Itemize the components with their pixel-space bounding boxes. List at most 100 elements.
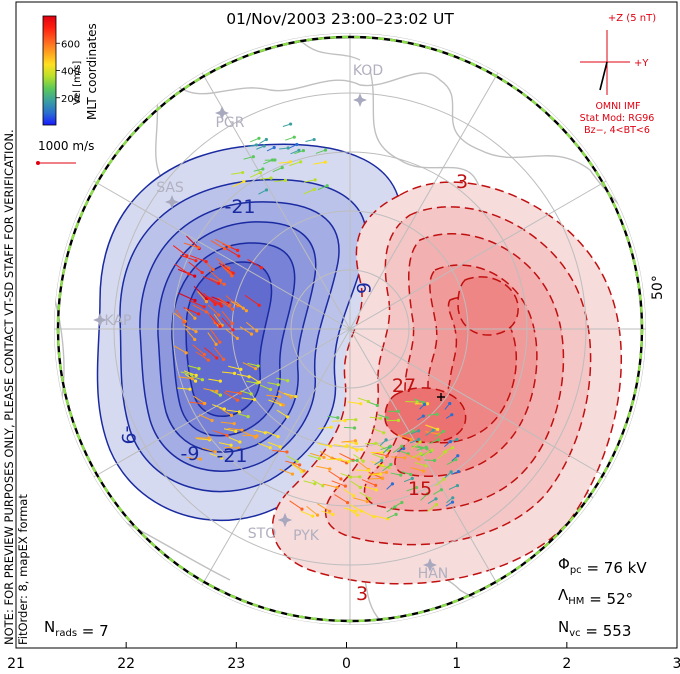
velocity-vector-origin <box>400 500 404 505</box>
velocity-vector-origin <box>354 441 359 446</box>
velocity-vector-origin <box>430 448 434 452</box>
velocity-vector-origin <box>374 441 378 445</box>
velocity-vector <box>232 181 245 188</box>
velocity-vector <box>187 365 200 370</box>
velocity-vector-origin <box>210 418 214 423</box>
velocity-vector <box>242 434 258 437</box>
velocity-vector <box>196 437 210 441</box>
velocity-vector-origin <box>218 340 222 344</box>
station-label: KAP <box>105 313 132 329</box>
meridian <box>89 328 351 480</box>
velocity-vector <box>382 464 392 472</box>
velocity-vector <box>203 388 217 392</box>
velocity-vector-origin <box>253 367 258 371</box>
velocity-vector-origin <box>367 496 372 501</box>
velocity-vector-origin <box>217 313 221 317</box>
velocity-vector <box>189 401 205 405</box>
velocity-vector-origin <box>193 298 197 303</box>
velocity-vector-origin <box>194 379 198 383</box>
velocity-vector <box>349 504 362 512</box>
velocity-vector <box>442 447 453 453</box>
latitude-label: 50° <box>650 275 666 300</box>
velocity-vector-origin <box>411 429 416 433</box>
velocity-vector-origin <box>312 137 316 142</box>
velocity-vector-origin <box>288 160 293 164</box>
velocity-vector-origin <box>339 477 343 481</box>
velocity-vector-origin <box>382 431 386 435</box>
velocity-vector <box>357 397 369 402</box>
imf-y-label: +Y <box>634 58 649 69</box>
velocity-vector-origin <box>237 254 241 258</box>
velocity-vector-origin <box>193 316 197 320</box>
velocity-vector <box>369 416 381 419</box>
velocity-vector-origin <box>455 437 459 442</box>
velocity-vector-origin <box>331 512 335 517</box>
velocity-vector-origin <box>218 278 223 283</box>
velocity-vector <box>183 324 197 333</box>
velocity-vector <box>248 375 260 383</box>
velocity-vector-origin <box>261 167 265 171</box>
velocity-vector-origin <box>355 458 359 462</box>
velocity-vector <box>178 292 196 301</box>
colorbar: 200 400 600 Vel [m/s] MLT coordinates <box>42 15 99 126</box>
contour-label: -21 <box>216 445 247 467</box>
velocity-vector-origin <box>294 394 298 399</box>
velocity-vector-origin <box>235 398 240 402</box>
station-label: PYK <box>293 528 320 544</box>
velocity-vector-origin <box>193 274 197 278</box>
velocity-vector-origin <box>422 402 427 407</box>
velocity-vector-origin <box>264 188 269 192</box>
velocity-vector-origin <box>285 450 289 454</box>
velocity-vector-origin <box>230 321 234 326</box>
imf-clock: +Z (5 nT) +Y OMNI IMF Stat Mod: RG96 Bz−… <box>580 13 657 136</box>
velocity-vector <box>334 443 347 447</box>
velocity-vector-origin <box>229 413 234 417</box>
velocity-vector <box>303 480 315 485</box>
velocity-vector-origin <box>442 477 446 481</box>
velocity-vector-origin <box>227 245 231 249</box>
velocity-vector-origin <box>272 145 276 150</box>
velocity-vector-origin <box>193 337 197 342</box>
velocity-vector <box>347 508 358 516</box>
velocity-vector <box>341 440 356 443</box>
velocity-vector <box>189 255 207 263</box>
velocity-vector-origin <box>200 270 204 275</box>
meridian <box>199 328 351 590</box>
mlt-tick-label: 1 <box>452 656 461 672</box>
velocity-vector <box>222 371 235 374</box>
velocity-vector <box>425 424 438 430</box>
velocity-vector-origin <box>328 509 332 513</box>
velocity-vector-origin <box>315 513 320 517</box>
velocity-vector-origin <box>353 439 358 443</box>
velocity-vector-origin <box>229 443 233 447</box>
velocity-vector <box>210 328 221 343</box>
velocity-vector <box>218 262 234 274</box>
velocity-vector-origin <box>424 464 428 468</box>
velocity-vector <box>393 445 403 454</box>
velocity-vector-origin <box>198 457 202 461</box>
velocity-vector <box>313 161 326 165</box>
velocity-vector <box>175 309 185 323</box>
velocity-vector <box>259 384 271 390</box>
velocity-vector-origin <box>231 328 235 332</box>
velocity-vector <box>317 442 331 447</box>
velocity-vector-origin <box>400 444 404 448</box>
velocity-vector-origin <box>277 395 282 399</box>
station-marker <box>93 313 107 327</box>
velocity-vector <box>414 398 424 403</box>
velocity-vector <box>265 431 279 438</box>
contour-labels: -21 -9 -9 -21 6 3 27 15 3 <box>117 171 468 605</box>
velocity-vector-origin <box>322 455 326 459</box>
contour-label: -9 <box>117 426 139 445</box>
station-label: SAS <box>156 180 184 196</box>
velocity-vector-origin <box>214 342 218 346</box>
velocity-vector-origin <box>197 367 201 371</box>
stat-nrads-label: N <box>44 618 55 636</box>
velocity-vector <box>178 376 193 380</box>
velocity-vector <box>266 394 280 398</box>
velocity-vector-origin <box>352 426 357 430</box>
velocity-vector <box>300 510 313 517</box>
velocity-vector <box>216 258 230 269</box>
velocity-vector-origin <box>222 282 226 286</box>
velocity-vector-origin <box>317 457 321 461</box>
